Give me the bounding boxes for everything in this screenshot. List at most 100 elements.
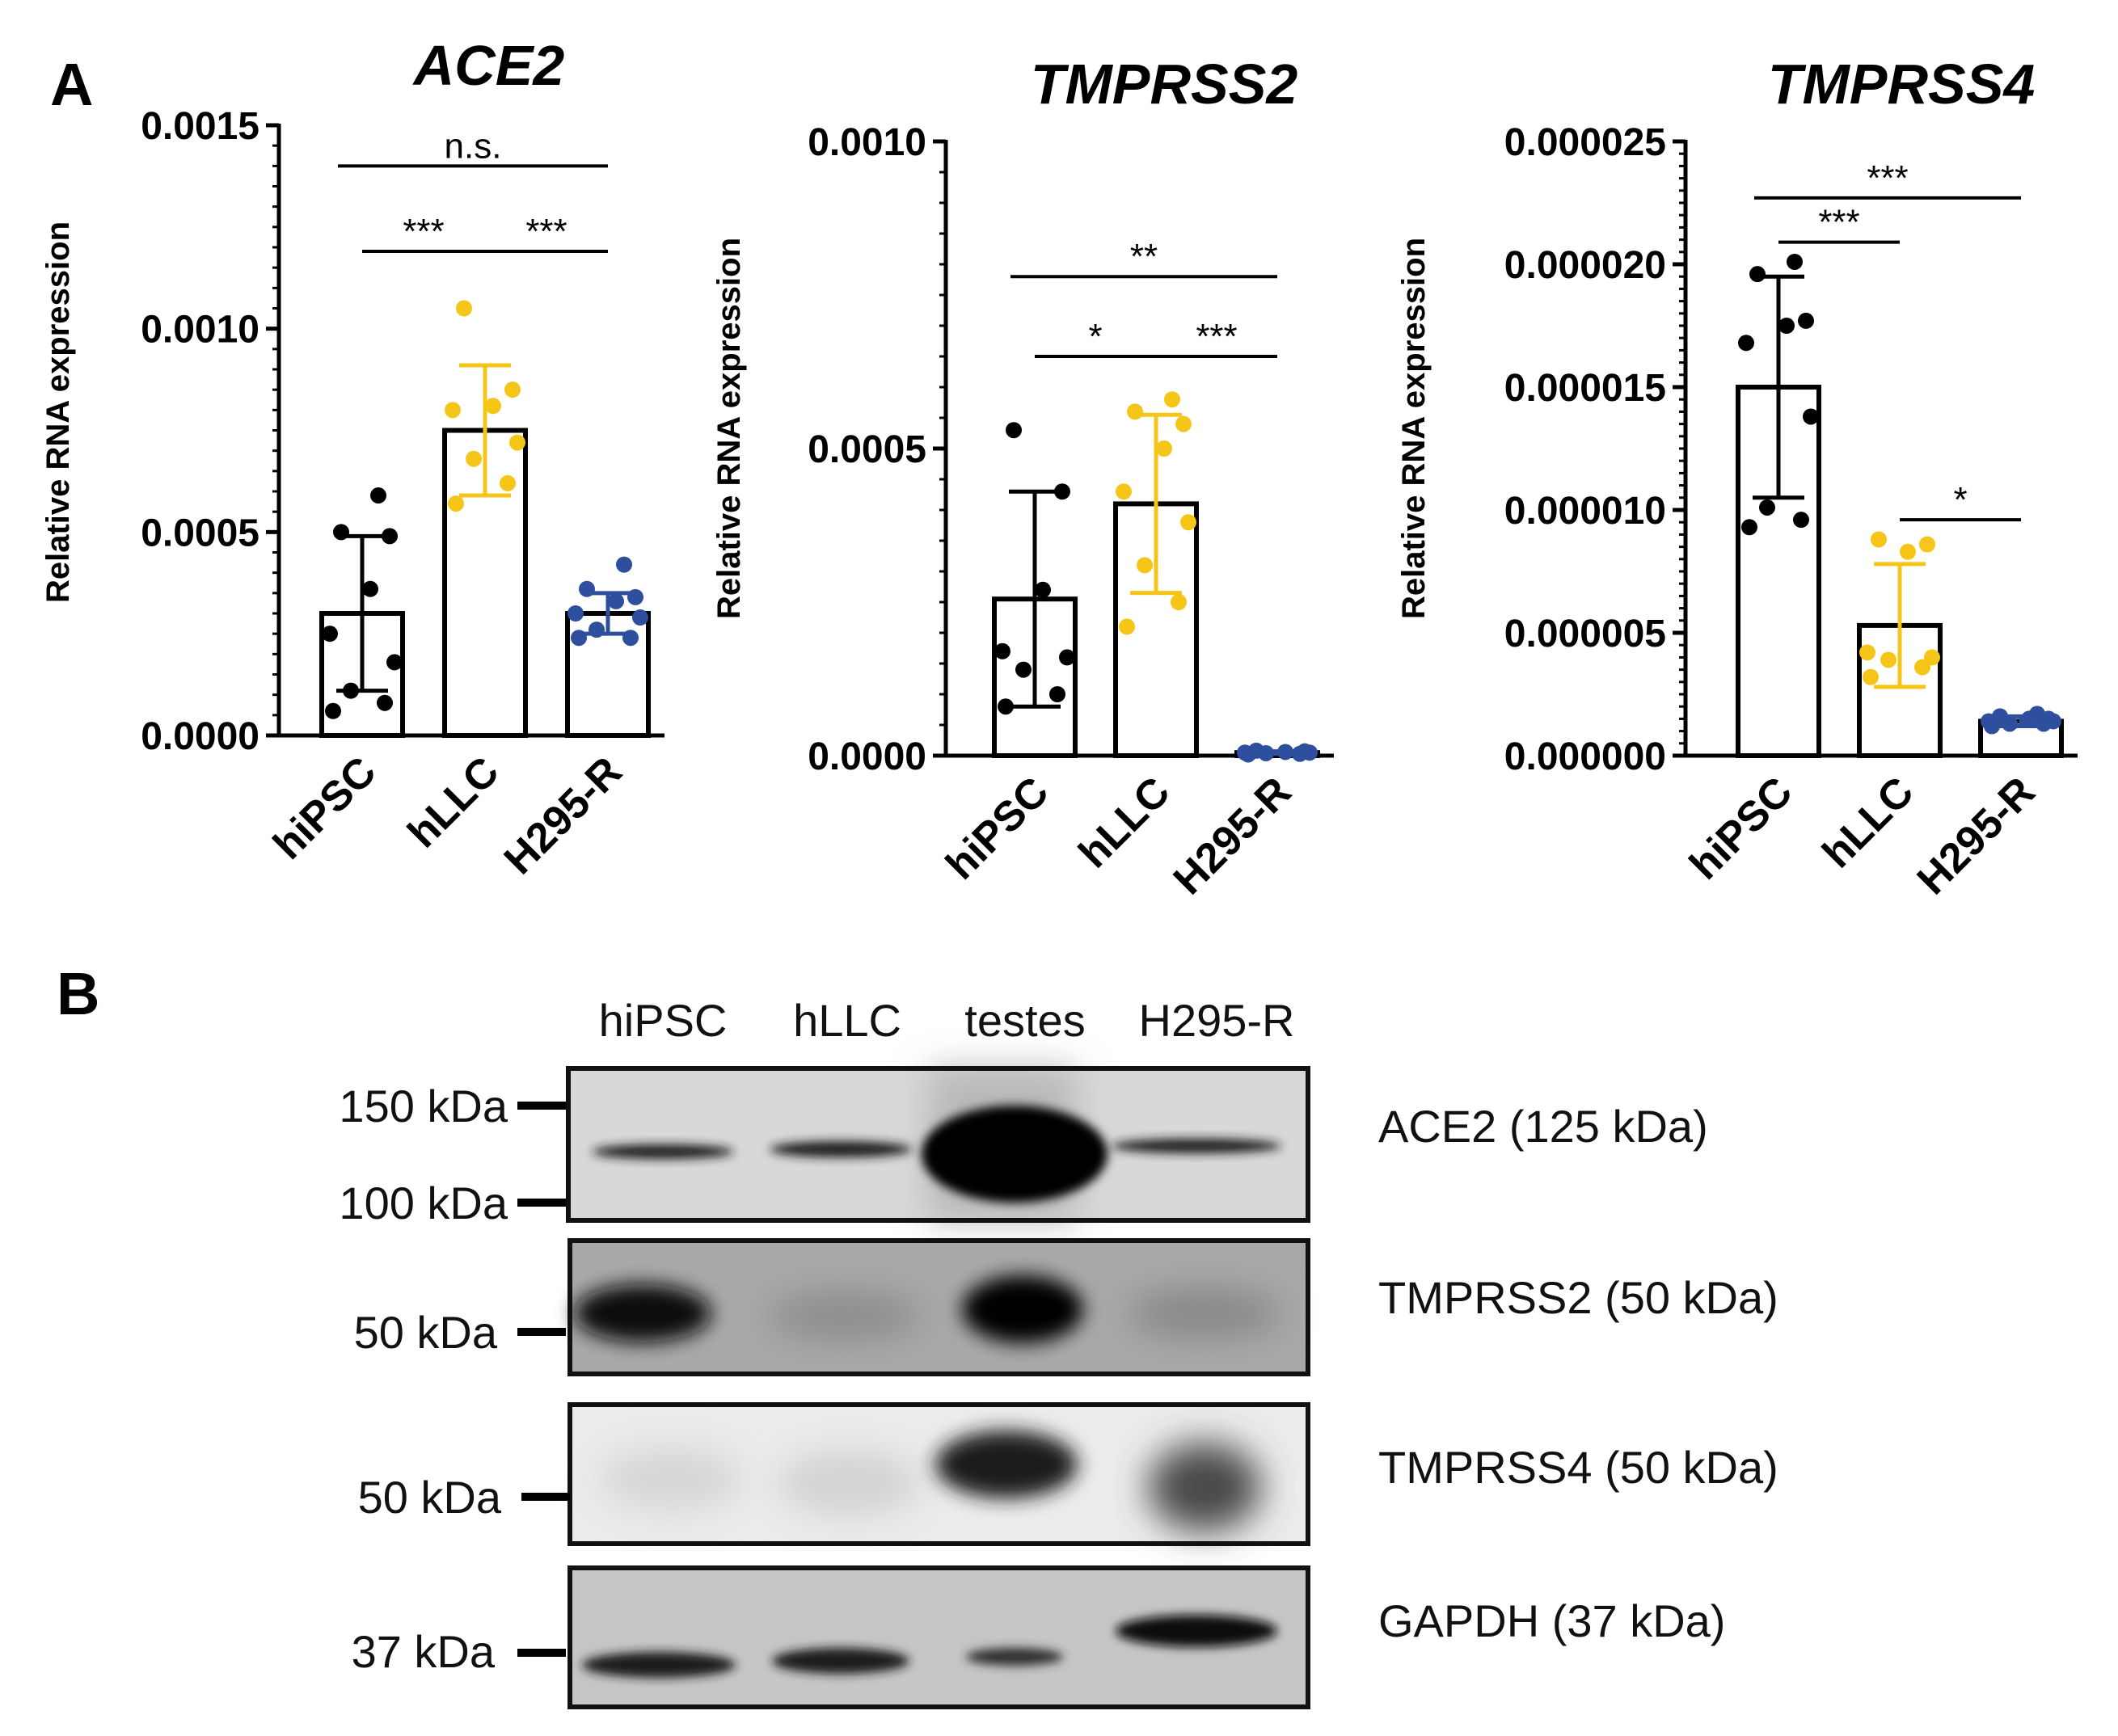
data-point [1793,512,1809,529]
data-point [322,626,338,643]
band-ace2-testes [922,1106,1108,1203]
significance-label: *** [525,212,567,251]
chart-1: TMPRSS2 Relative RNA expression 0.0000 0.00… [711,53,1334,904]
y-tick-label: 0.0010 [808,121,926,164]
y-tick-label: 0.000025 [1504,121,1666,164]
data-point [1749,266,1766,283]
data-point [622,630,639,647]
chart-title: TMPRSS2 [1031,53,1298,116]
band-gapdh-hllc [772,1648,909,1674]
data-point [1759,499,1775,516]
data-point [448,495,464,512]
x-tick-label-hipsc: hiPSC [1681,768,1801,888]
protein-label-tmprss2: TMPRSS2 (50 kDa) [1378,1272,1778,1323]
data-point [456,300,472,317]
chart-title: TMPRSS4 [1768,53,2036,116]
data-point [998,698,1014,715]
band-gapdh-hipsc [582,1652,736,1678]
data-point [1880,651,1896,668]
band-tmprss2-h295r [1128,1289,1281,1338]
data-point [1914,659,1930,676]
data-point [616,556,632,573]
data-point [485,398,501,415]
chart-2: TMPRSS4 Relative RNA expression 0.000000 0.… [1396,53,2078,904]
protein-label-gapdh: GAPDH (37 kDa) [1378,1595,1725,1646]
data-point [377,694,393,711]
band-gapdh-h295r [1116,1615,1277,1647]
data-point [627,588,643,605]
x-tick-label-hipsc: hiPSC [937,768,1057,888]
data-point [362,580,378,597]
data-point [608,592,624,609]
lane-labels: hiPSC hLLC testes H295-R [599,995,1295,1046]
y-tick-label: 0.0010 [141,309,259,352]
blot-tmprss2: 50 kDa TMPRSS2 (50 kDa) [354,1238,1778,1376]
y-tick-label: 0.0015 [141,105,259,148]
panel-a-label: A [50,51,93,118]
y-tick-label: 0.0000 [808,735,926,778]
data-point [1137,557,1153,574]
lane-label-hllc: hLLC [793,995,901,1046]
data-point [466,450,482,467]
y-tick-label: 0.0005 [808,428,926,471]
y-tick-label: 0.000005 [1504,613,1666,655]
data-point [382,528,398,545]
x-tick-label-hipsc: hiPSC [264,748,385,868]
data-point [1116,483,1132,500]
data-point [1297,743,1313,760]
lane-label-testes: testes [964,995,1085,1046]
data-point [1035,581,1051,598]
significance-label: * [1953,480,1967,520]
data-point [567,605,584,622]
panel-b-label: B [57,960,99,1027]
data-point [1798,312,1814,329]
y-tick-label: 0.000020 [1504,244,1666,287]
band-gapdh-testes [966,1648,1063,1666]
lane-label-h295r: H295-R [1139,995,1295,1046]
data-point [333,524,349,541]
data-point [994,643,1010,659]
significance-label: *** [1818,203,1859,242]
blot-ace2: 150 kDa 100 kDa ACE2 (125 kDa) [339,1066,1708,1228]
x-tick-label-hllc: hLLC [1070,768,1179,877]
data-point [1741,519,1757,536]
x-tick-label-h295-r: H295-R [1909,768,2044,904]
data-point [1119,618,1135,635]
marker-150-label: 150 kDa [339,1081,508,1131]
data-point [343,682,359,699]
y-tick-label: 0.000010 [1504,490,1666,533]
data-point [1054,483,1070,500]
data-point [1863,668,1879,685]
band-tmprss2-hipsc [574,1284,711,1342]
significance-label: *** [403,212,444,251]
data-point [386,654,403,671]
data-point [1924,649,1940,666]
x-tick-label-h295-r: H295-R [496,748,631,883]
significance-label: * [1088,317,1102,356]
chart-0: ACE2 Relative RNA expression 0.0000 0.0005 0… [40,34,665,883]
x-tick-label-hllc: hLLC [1814,768,1923,877]
significance-label: ** [1130,237,1158,276]
data-point [1049,686,1065,702]
data-point [632,609,648,626]
band-tmprss2-testes [962,1275,1083,1343]
data-point [445,402,461,419]
marker-50-label-tmprss4: 50 kDa [358,1472,502,1523]
bar-charts: ACE2 Relative RNA expression 0.0000 0.0005 0… [40,34,2078,904]
data-point [1127,403,1143,420]
data-point [509,434,525,451]
y-tick-label: 0.0005 [141,512,259,554]
band-tmprss2-hllc [768,1291,922,1340]
band-ace2-hipsc [592,1144,734,1159]
data-point [1871,531,1887,548]
data-point [1180,514,1196,531]
band-tmprss4-h295r [1148,1443,1261,1532]
y-axis-label: Relative RNA expression [1396,238,1432,619]
data-point [1778,318,1795,334]
lane-label-hipsc: hiPSC [599,995,728,1046]
band-tmprss4-testes [935,1431,1078,1498]
blot-gapdh: 37 kDa GAPDH (37 kDa) [352,1565,1725,1709]
data-point [1992,708,2008,725]
data-point [504,381,521,398]
